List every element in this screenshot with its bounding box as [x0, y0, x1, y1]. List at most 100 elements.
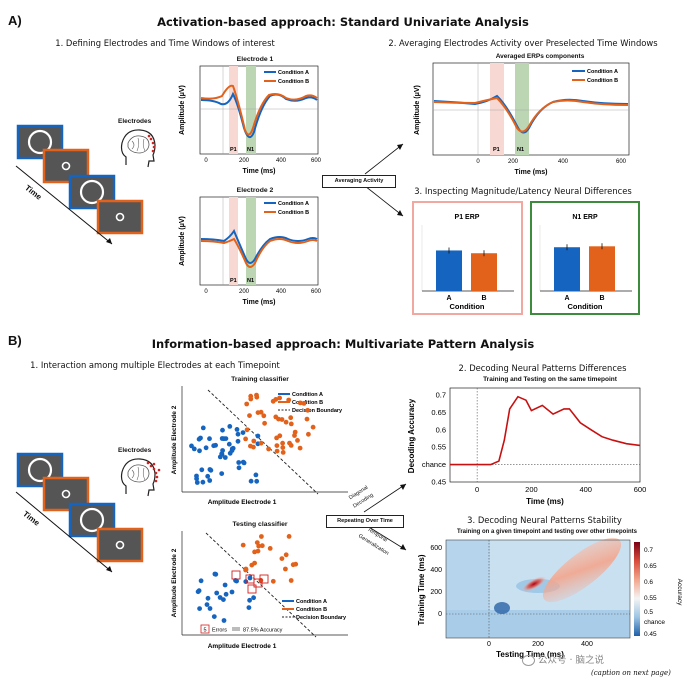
scatter-point-a: [191, 446, 197, 452]
dec-ytick-1: 0.65: [431, 408, 446, 417]
scatter-point-a: [189, 443, 194, 449]
avg-xlabel: Time (ms): [515, 169, 548, 176]
scatter-point-b: [262, 420, 267, 426]
scatter-point-a: [200, 425, 206, 431]
scatter-point-a: [198, 435, 203, 441]
scatter-point-b: [261, 413, 267, 419]
testing-scatter: Condition A Condition B Decision Boundar…: [171, 531, 348, 650]
avg-xtick-1: 200: [508, 159, 519, 165]
scatter-point-b: [259, 543, 265, 549]
scatter-point-b: [274, 443, 280, 448]
scatter-point-b: [277, 395, 282, 401]
e2-xtick-2: 400: [276, 289, 287, 295]
avg-xtick-3: 600: [616, 159, 627, 165]
n1-label-b: B: [599, 295, 604, 302]
section-b-step2: 2. Decoding Neural Patterns Differences: [458, 363, 627, 373]
e2-p1-label: P1: [230, 278, 237, 284]
e1-legend-a: Condition A: [278, 70, 309, 76]
repeating-over-time-button[interactable]: Repeating Over Time: [326, 515, 404, 528]
dec-ytick-2: 0.6: [436, 425, 446, 434]
e2-legend-a: Condition A: [278, 201, 309, 207]
scatter-point-b: [251, 438, 257, 444]
caption-note: (caption on next page): [591, 669, 671, 677]
scatter-point-a: [247, 575, 253, 581]
scatter-point-b: [283, 566, 288, 572]
testing-title: Testing classifier: [232, 521, 288, 528]
scatter-point-b: [287, 440, 292, 446]
dec-ytick-3: 0.55: [431, 443, 446, 452]
avg-n1-label: N1: [517, 147, 524, 153]
scatter-point-a: [226, 441, 232, 447]
train-xlabel: Amplitude Electrode 1: [208, 499, 277, 506]
heatmap-diagonal: [542, 537, 622, 603]
avg-legend-a: Condition A: [587, 69, 618, 75]
scatter-point-a: [219, 471, 225, 476]
scatter-point-b: [244, 401, 250, 407]
testing-decision-boundary: [205, 532, 317, 638]
p1-label-a: A: [446, 295, 451, 302]
scatter-point-a: [214, 590, 220, 596]
stimulus-sequence-b: [15, 452, 144, 573]
scatter-point-a: [213, 571, 219, 577]
p1-erp-chart: P1 ERP A B Condition: [421, 214, 514, 311]
heatmap-peak: [521, 576, 547, 592]
scatter-point-b: [273, 397, 279, 402]
accuracy-text: 87.5% Accuracy: [243, 628, 283, 634]
dec-xtick-0: 0: [475, 485, 479, 494]
scatter-point-b: [274, 448, 280, 454]
scatter-point-a: [221, 618, 227, 623]
scatter-point-a: [234, 578, 239, 584]
p1-window: [229, 66, 238, 154]
scatter-point-a: [194, 476, 199, 482]
test-xlabel: Amplitude Electrode 1: [208, 643, 277, 650]
scatter-point-b: [251, 444, 256, 450]
scatter-point-a: [199, 467, 205, 473]
averaged-erps-plot: Condition A Condition B P1 N1 0 200 400 …: [414, 62, 630, 176]
tg-xlabel: Testing Time (ms): [496, 650, 564, 659]
averaging-arrows: [364, 143, 404, 217]
avg-ylabel: Amplitude (μV): [414, 85, 421, 135]
scatter-point-b: [283, 552, 289, 558]
scatter-point-b: [240, 542, 246, 548]
cbar-tick-4: 0.5: [644, 609, 653, 616]
scatter-point-b: [279, 417, 285, 422]
scatter-point-b: [306, 431, 311, 437]
scatter-point-b: [305, 407, 311, 413]
training-title: Training classifier: [231, 376, 289, 383]
avg-xtick-2: 400: [558, 159, 569, 165]
scatter-point-b: [255, 410, 261, 415]
tg-title: Training on a given timepoint and testin…: [456, 529, 637, 535]
e1-n1-label: N1: [247, 147, 254, 153]
test-legend-a: Condition A: [296, 599, 327, 605]
e2-condition-a-line: [200, 228, 318, 264]
averaging-activity-button[interactable]: Averaging Activity: [322, 175, 396, 188]
p1-xlabel: Condition: [450, 302, 485, 311]
tg-ytick-1: 400: [430, 567, 442, 574]
scatter-point-a: [251, 595, 256, 601]
p1-erp-box: P1 ERP A B Condition: [412, 201, 523, 315]
n1-erp-chart: N1 ERP A B Condition: [539, 214, 632, 311]
scatter-point-a: [236, 460, 242, 465]
cbar-tick-1: 0.65: [644, 563, 657, 570]
scatter-point-b: [244, 427, 250, 433]
e1-xtick-0: 0: [204, 158, 208, 164]
e2-ylabel: Amplitude (μV): [179, 216, 186, 266]
misclassified-marker: [247, 584, 257, 594]
scatter-point-a: [222, 582, 228, 588]
section-b-step3: 3. Decoding Neural Patterns Stability: [467, 515, 622, 525]
scatter-point-b: [310, 424, 316, 430]
errors-count: 5: [203, 628, 206, 634]
scatter-point-a: [221, 436, 227, 442]
dec-ylabel: Decoding Accuracy: [407, 398, 416, 473]
scatter-point-b: [292, 429, 298, 435]
tg-ylabel: Training Time (ms): [417, 554, 426, 625]
dec-ytick-bottom: 0.45: [431, 478, 446, 487]
e1-xtick-2: 400: [276, 158, 287, 164]
train-ylabel: Amplitude Electrode 2: [171, 405, 178, 474]
section-a-step2: 2. Averaging Electrodes Activity over Pr…: [388, 38, 658, 48]
scatter-point-b: [286, 397, 292, 403]
test-legend-b: Condition B: [296, 607, 327, 613]
scatter-point-a: [240, 459, 246, 465]
dec-xtick-3: 600: [634, 485, 647, 494]
dec-xlabel: Time (ms): [526, 497, 564, 506]
